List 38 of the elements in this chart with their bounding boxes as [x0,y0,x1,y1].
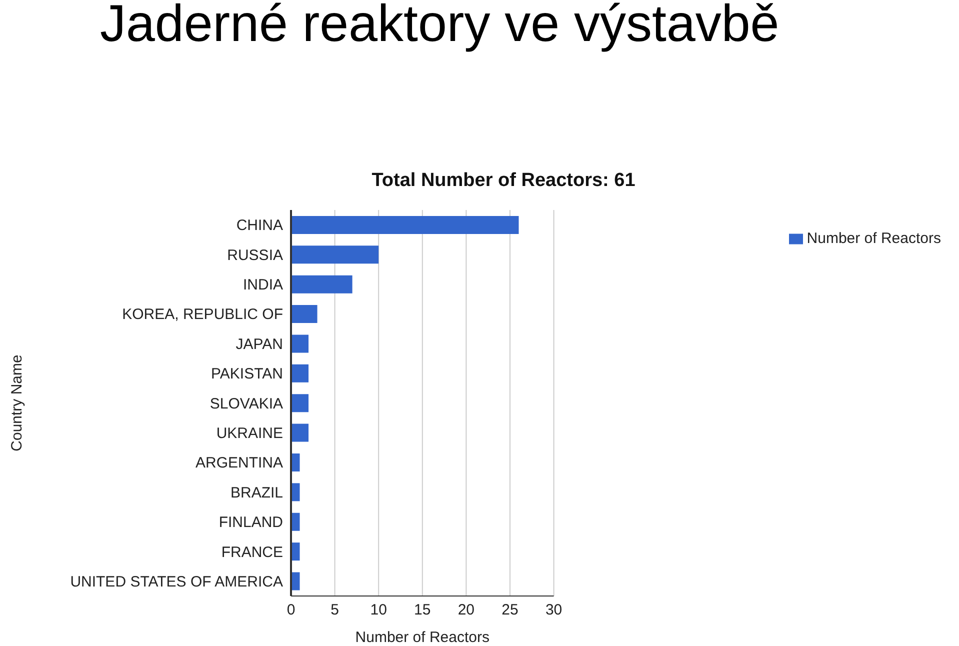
bar [291,424,309,442]
bar [291,305,318,324]
bar [291,453,300,472]
y-tick-label: KOREA, REPUBLIC OF [122,306,283,324]
y-tick-label: ARGENTINA [195,454,283,472]
y-tick-label: CHINA [236,217,283,234]
y-tick-label: UNITED STATES OF AMERICA [70,573,283,590]
bar [291,334,309,353]
y-axis-title: Country Name [8,354,26,452]
x-tick-label: 20 [458,602,475,619]
x-tick-label: 25 [502,602,518,619]
x-tick-label: 15 [414,602,431,619]
bar [291,246,379,264]
y-tick-label: RUSSIA [227,246,283,264]
y-tick-label: UKRAINE [216,425,283,442]
y-tick-label: JAPAN [236,336,283,353]
chart-subtitle: Total Number of Reactors: 61 [370,170,636,192]
bar [291,216,519,234]
chart-title: Jaderné reaktory ve výstavbě [100,0,780,54]
y-tick-label: INDIA [242,276,283,294]
bar [291,572,300,590]
legend-label: Number of Reactors [806,230,941,247]
bar [291,483,300,502]
y-tick-label: PAKISTAN [211,366,283,383]
y-tick-label: BRAZIL [230,484,283,502]
x-axis-title: Number of Reactors [355,629,490,646]
bar [291,394,309,412]
x-tick-label: 0 [286,602,296,619]
x-tick-label: 5 [330,602,339,619]
bar [291,364,309,382]
y-tick-label: SLOVAKIA [210,395,283,412]
bar [291,275,352,294]
bar [291,512,300,531]
bar [291,542,300,561]
y-tick-label: FRANCE [221,544,283,561]
y-tick-label: FINLAND [218,514,284,532]
x-tick-label: 10 [370,602,387,619]
x-tick-label: 30 [545,602,562,619]
